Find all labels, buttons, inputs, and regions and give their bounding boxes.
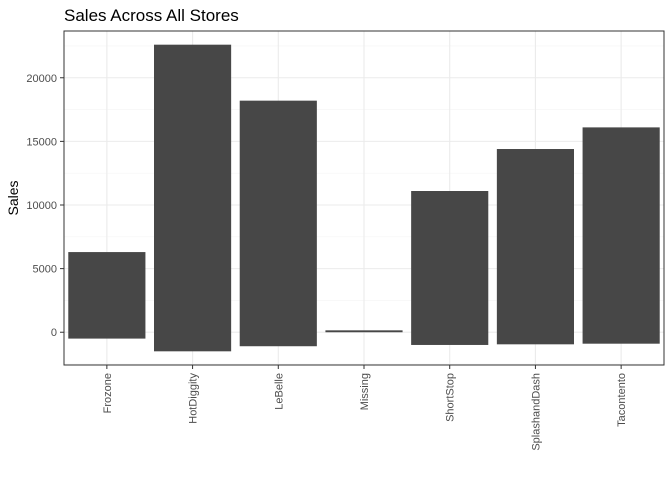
x-tick-label: Tacontento — [616, 373, 628, 427]
bar-frozone — [68, 252, 146, 339]
bar-lebelle — [239, 100, 317, 347]
chart-title: Sales Across All Stores — [64, 6, 239, 25]
x-axis: Frozone HotDiggity LeBelle Missing ShortStop… — [102, 365, 628, 451]
y-tick-label: 20000 — [26, 73, 57, 85]
bars — [68, 44, 660, 352]
x-tick-label: HotDiggity — [188, 373, 200, 424]
bar-splashanddash — [496, 149, 574, 345]
y-axis: 0 5000 10000 15000 20000 — [26, 73, 64, 339]
x-tick-label: SplashandDash — [530, 373, 542, 451]
y-tick-label: 10000 — [26, 200, 57, 212]
x-tick-label: Missing — [359, 373, 371, 410]
x-tick-label: ShortStop — [445, 373, 457, 422]
bar-hotdiggity — [154, 44, 232, 352]
x-tick-label: LeBelle — [273, 373, 285, 410]
y-axis-title: Sales — [5, 180, 21, 215]
y-tick-label: 15000 — [26, 136, 57, 148]
bar-shortstop — [411, 191, 489, 345]
y-tick-label: 0 — [51, 327, 57, 339]
bar-missing — [325, 330, 403, 333]
bar-tacontento — [582, 127, 660, 344]
y-tick-label: 5000 — [33, 264, 57, 276]
x-tick-label: Frozone — [102, 373, 114, 413]
